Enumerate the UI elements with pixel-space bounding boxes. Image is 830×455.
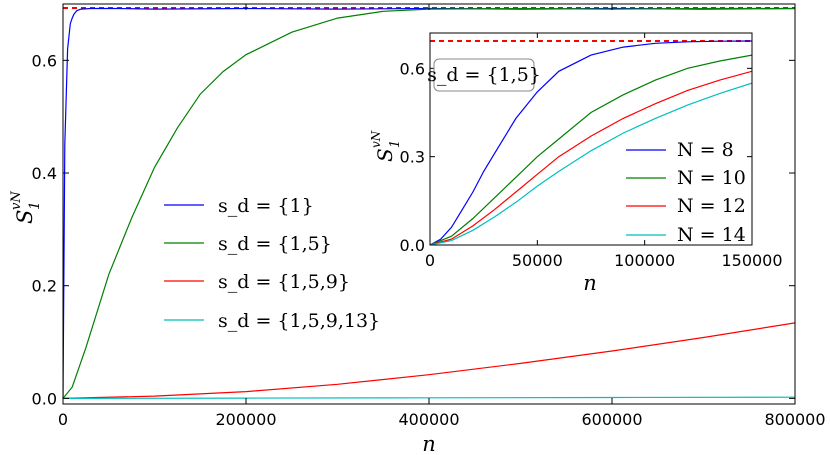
main-series-line-1	[63, 7, 795, 399]
main-y-axis-label-sub: 1	[27, 201, 43, 210]
inset-x-tick-label: 100000	[614, 251, 675, 270]
main-y-tick-label: 0.0	[32, 389, 57, 408]
main-x-tick-label: 0	[58, 410, 68, 429]
inset-x-tick-label: 50000	[512, 251, 563, 270]
inset-series-line-1	[430, 54, 752, 245]
main-legend-label-3: s_d = {1,5,9,13}	[218, 310, 380, 332]
inset-y-tick-label: 0.6	[400, 59, 425, 78]
inset-y-axis-label-sup: vN	[369, 130, 383, 148]
main-y-tick-label: 0.4	[32, 164, 57, 183]
main-series-line-3	[63, 396, 795, 399]
inset-series-line-0	[430, 40, 752, 245]
inset-annotation-label: s_d = {1,5}	[427, 64, 541, 86]
inset-y-tick-label: 0.3	[400, 148, 425, 167]
main-x-tick-label: 400000	[398, 410, 459, 429]
inset-legend: N = 8 N = 10 N = 12 N = 14	[626, 139, 746, 246]
inset-y-axis-label: S1 vN	[369, 130, 403, 162]
inset-annotation-box	[433, 58, 535, 92]
inset-x-tick-label: 150000	[721, 251, 782, 270]
main-legend-label-1: s_d = {1,5}	[218, 233, 332, 255]
main-legend-label-0: s_d = {1}	[218, 195, 314, 217]
inset-y-axis-label-main: S	[373, 148, 397, 162]
inset-legend-label-1: N = 10	[677, 167, 746, 189]
inset-series-line-3	[430, 82, 752, 245]
main-x-tick-label: 600000	[581, 410, 642, 429]
inset-legend-label-0: N = 8	[677, 139, 734, 161]
main-y-axis-label-main: S	[13, 210, 37, 224]
inset-x-tick-label: 0	[425, 251, 435, 270]
main-y-tick-label: 0.2	[32, 277, 57, 296]
main-x-tick-label: 800000	[764, 410, 825, 429]
inset-legend-label-2: N = 12	[677, 195, 746, 217]
main-legend: s_d = {1} s_d = {1,5} s_d = {1,5,9} s_d = {…	[164, 195, 380, 332]
inset-chart: 0 50000 100000 150000 0.0 0.3 0.6 n S1 vN s_d = {1…	[369, 32, 783, 295]
inset-plot-frame	[429, 32, 753, 246]
inset-x-axis-label: n	[583, 271, 597, 295]
main-chart: 0 200000 400000 600000 8000000.00.20.40.6nS1…	[9, 3, 826, 455]
main-x-axis-label: n	[422, 432, 436, 455]
main-series-line-2	[63, 322, 795, 399]
inset-legend-label-3: N = 14	[677, 224, 746, 246]
inset-series-group	[430, 40, 752, 245]
inset-y-axis-label-sub: 1	[388, 140, 403, 148]
main-series-group	[63, 7, 795, 399]
main-y-tick-label: 0.6	[32, 51, 57, 70]
inset-series-line-2	[430, 70, 752, 245]
main-legend-label-2: s_d = {1,5,9}	[218, 271, 350, 293]
inset-y-tick-label: 0.0	[400, 236, 425, 255]
main-y-axis-label-sup: vN	[9, 191, 24, 210]
main-x-tick-label: 200000	[215, 410, 276, 429]
